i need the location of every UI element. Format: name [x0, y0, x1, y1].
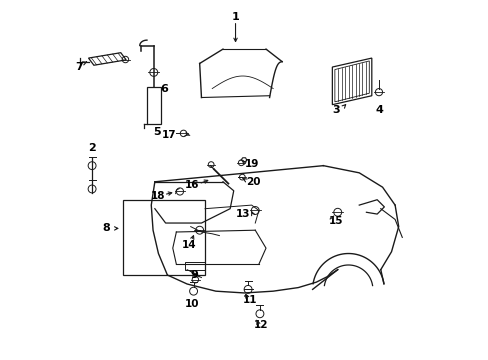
Text: 2: 2 — [88, 143, 96, 153]
Bar — [185, 262, 204, 270]
Text: 17: 17 — [162, 130, 176, 140]
Text: 18: 18 — [151, 191, 165, 201]
Bar — [147, 87, 160, 125]
Text: 9: 9 — [190, 270, 198, 280]
Text: 16: 16 — [185, 180, 199, 190]
Text: 11: 11 — [242, 295, 257, 305]
Bar — [122, 200, 204, 275]
Text: 13: 13 — [235, 209, 249, 219]
Text: 3: 3 — [331, 105, 339, 115]
Text: 14: 14 — [181, 239, 196, 249]
Text: 15: 15 — [328, 216, 343, 226]
Text: 20: 20 — [246, 177, 260, 187]
Text: 1: 1 — [231, 12, 239, 22]
Text: 12: 12 — [253, 320, 267, 330]
Text: 7: 7 — [76, 62, 83, 72]
Text: 19: 19 — [244, 159, 258, 169]
Text: 10: 10 — [185, 299, 199, 309]
Text: 5: 5 — [153, 127, 160, 136]
Text: 8: 8 — [102, 224, 110, 233]
Text: 6: 6 — [160, 84, 167, 94]
Text: 4: 4 — [374, 105, 382, 115]
